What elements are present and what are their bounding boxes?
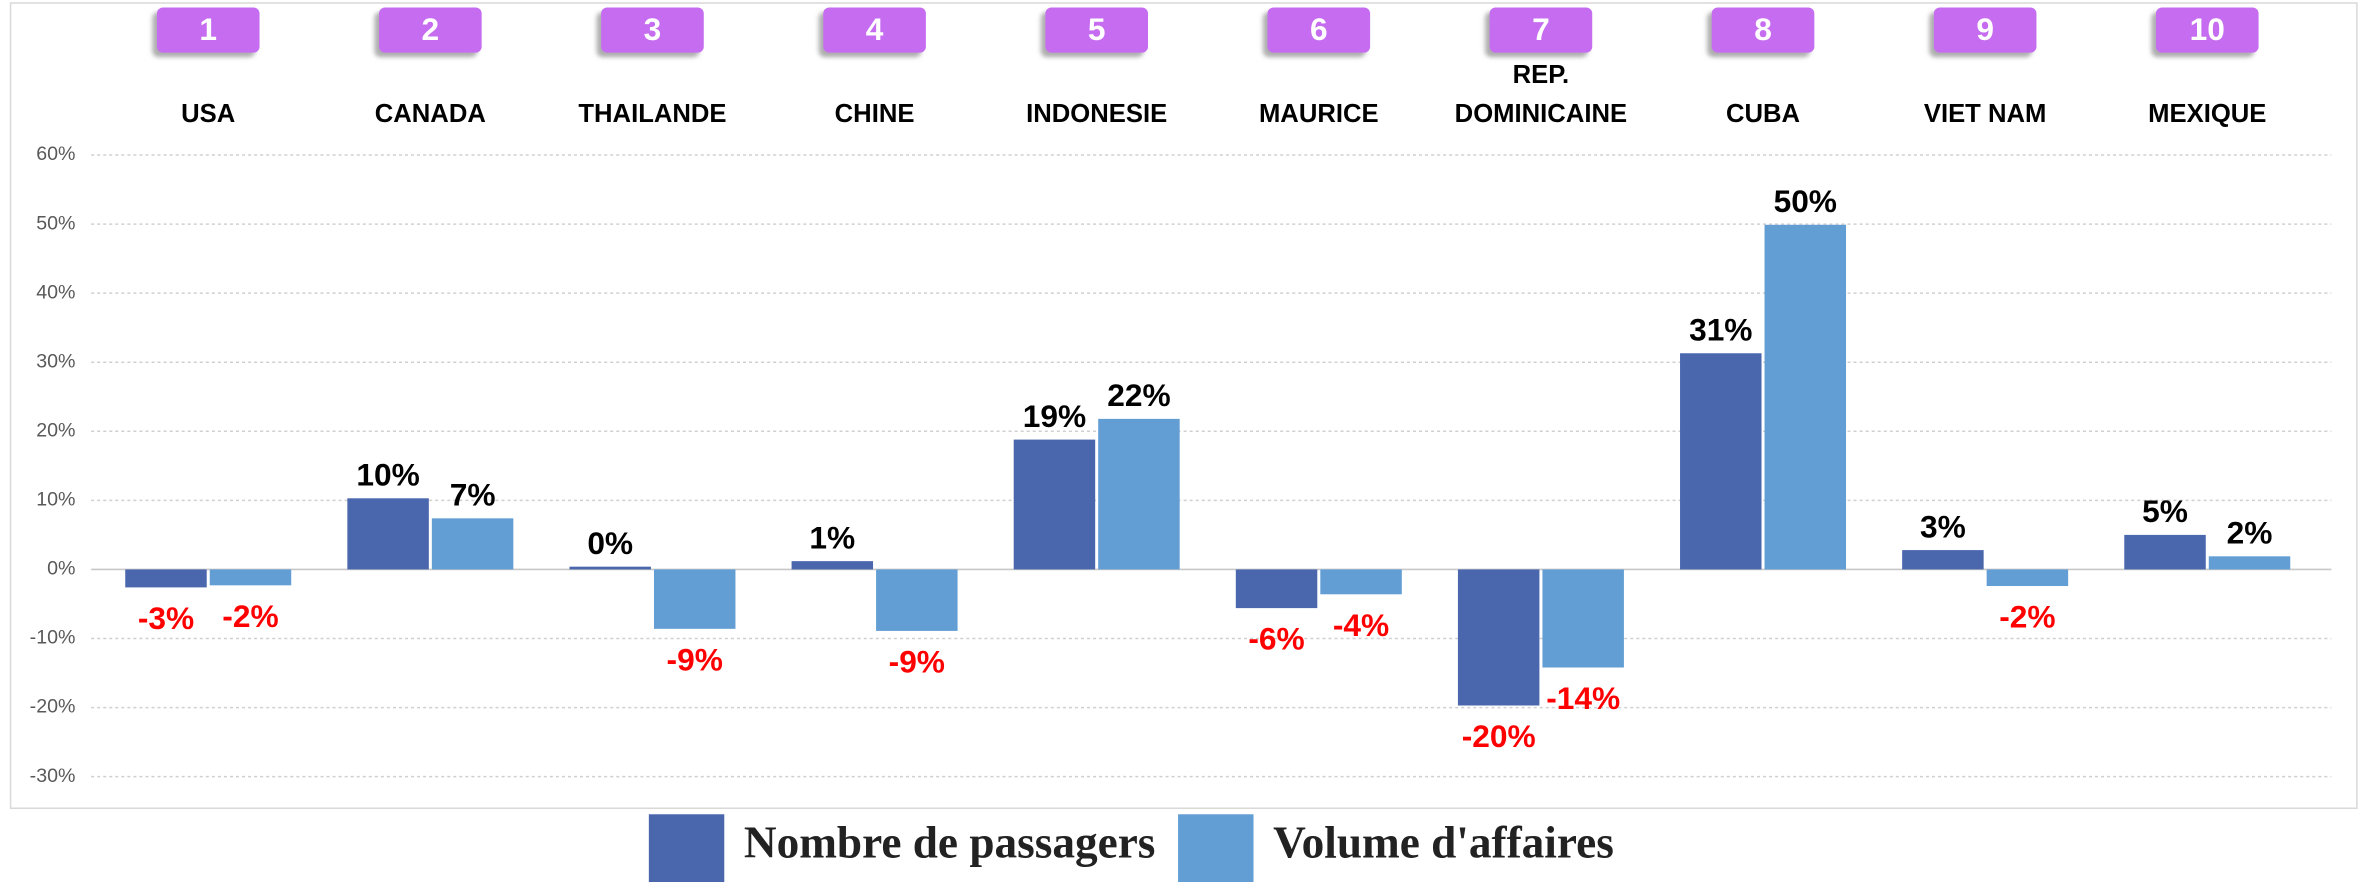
x-tick-label: VIET NAM (1923, 99, 2047, 128)
plot-border (9, 2, 2358, 810)
x-tick-label: CANADA (374, 99, 486, 128)
data-label: 7% (450, 477, 496, 513)
data-label: -14% (1546, 680, 1620, 716)
bar (1013, 439, 1096, 570)
data-label: -6% (1248, 621, 1304, 657)
x-tick-label: MEXIQUE (2148, 99, 2267, 128)
y-tick-label: -10% (30, 627, 76, 649)
data-label: 19% (1023, 398, 1086, 434)
category-label-box: VIET NAM (1923, 99, 2047, 128)
y-tick-label: -30% (30, 765, 76, 787)
y-tick-label: 0% (47, 558, 75, 580)
rank-label: 8 (1754, 11, 1772, 47)
data-label: 50% (1774, 183, 1837, 219)
bar (2208, 556, 2291, 570)
data-label: -9% (667, 641, 723, 677)
bar (1902, 550, 1984, 570)
data-label: -20% (1462, 718, 1536, 754)
y-tick-label: 40% (36, 281, 75, 303)
bar (125, 569, 207, 588)
bar (1320, 569, 1402, 595)
data-label: -4% (1333, 607, 1389, 643)
bar (1764, 224, 1847, 570)
rank-label: 9 (1976, 11, 1994, 47)
bar (569, 566, 651, 570)
bar (876, 569, 958, 631)
data-label: -2% (222, 598, 278, 634)
rank-label: 2 (422, 11, 440, 47)
data-label: 1% (809, 519, 855, 555)
data-label: 3% (1920, 508, 1966, 544)
rank-badge (1045, 7, 1148, 53)
category-label-box: CHINE (834, 99, 915, 128)
rank-label: 1 (199, 11, 217, 47)
data-label: -3% (138, 600, 194, 636)
rank-label: 7 (1532, 11, 1550, 47)
bar (431, 518, 514, 570)
rank-badge (1267, 7, 1371, 53)
bar (1680, 353, 1762, 570)
rank-badge (1711, 7, 1815, 53)
x-tick-label: USA (181, 99, 236, 128)
category-label-box: CUBA (1725, 99, 1801, 128)
category-label-box: MAURICE (1258, 99, 1379, 128)
bar (209, 569, 292, 586)
rank-label: 3 (644, 11, 662, 47)
bar (791, 561, 874, 570)
bar (347, 498, 429, 570)
data-label: -2% (1999, 599, 2055, 635)
rank-badge (1489, 7, 1593, 53)
data-label: 2% (2227, 515, 2273, 551)
rank-badge (2155, 7, 2259, 53)
x-tick-label: CUBA (1725, 99, 1801, 128)
rank-badge (823, 7, 926, 53)
y-tick-label: 10% (36, 489, 75, 511)
rank-label: 6 (1310, 11, 1328, 47)
data-label: -9% (889, 643, 945, 679)
x-tick-label: THAILANDE (578, 99, 727, 128)
legend-label: Nombre de passagers (744, 818, 1156, 868)
category-label-box: THAILANDE (578, 99, 727, 128)
rank-label: 4 (866, 11, 884, 47)
category-label-box: INDONESIE (1026, 99, 1168, 128)
x-tick-label: CHINE (834, 99, 915, 128)
rank-label: 10 (2190, 11, 2225, 47)
category-label-box: MEXIQUE (2148, 99, 2267, 128)
rank-badge (1933, 7, 2037, 53)
y-tick-label: 60% (36, 143, 75, 165)
x-tick-label: MAURICE (1258, 99, 1379, 128)
data-label: 5% (2142, 493, 2188, 529)
legend-swatch (1178, 814, 1254, 882)
data-label: 0% (587, 525, 633, 561)
y-tick-label: -20% (30, 696, 76, 718)
category-label-box: REP. DOMINICAINE (1454, 60, 1628, 128)
legend-swatch (648, 814, 725, 882)
rank-badge (601, 7, 704, 53)
bar (1098, 418, 1180, 570)
bar (1235, 569, 1318, 609)
bar (1542, 569, 1624, 668)
data-label: 31% (1689, 312, 1752, 348)
rank-label: 5 (1088, 11, 1106, 47)
bar (2124, 534, 2206, 570)
data-label: 10% (356, 457, 419, 493)
y-tick-label: 30% (36, 350, 75, 372)
bar (1457, 569, 1540, 706)
data-label: 22% (1107, 377, 1170, 413)
category-label-box: USA (181, 99, 236, 128)
rank-badge (379, 7, 482, 53)
category-label-box: CANADA (374, 99, 486, 128)
rank-badge (156, 7, 260, 53)
legend-label: Volume d'affaires (1273, 818, 1614, 868)
y-tick-label: 50% (36, 212, 75, 234)
bar (1986, 569, 2069, 587)
y-tick-label: 20% (36, 419, 75, 441)
x-tick-label: INDONESIE (1026, 99, 1168, 128)
x-tick-label: REP. DOMINICAINE (1454, 60, 1628, 128)
bar (653, 569, 736, 629)
